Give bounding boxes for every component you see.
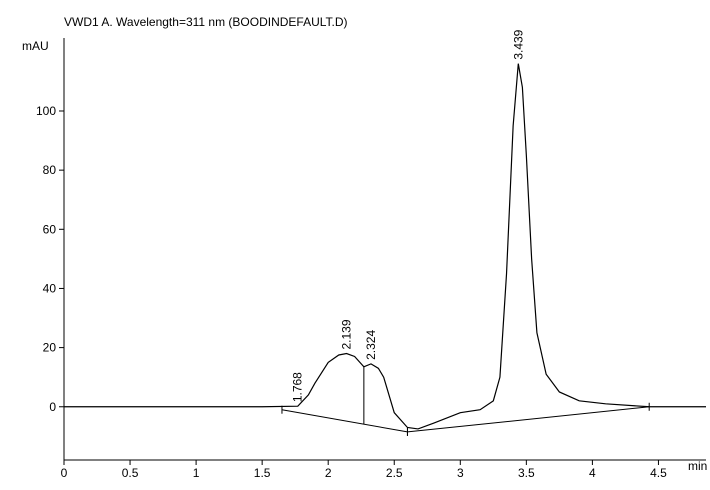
- peak-label: 1.768: [291, 372, 305, 402]
- x-tick-label: 2.5: [386, 466, 403, 480]
- chart-title: VWD1 A. Wavelength=311 nm (BOODINDEFAULT…: [64, 15, 348, 29]
- y-axis-label: mAU: [22, 39, 49, 53]
- y-tick-label: 60: [43, 222, 57, 236]
- x-tick-label: 1.5: [254, 466, 271, 480]
- x-tick-label: 1: [193, 466, 200, 480]
- x-tick-label: 3: [457, 466, 464, 480]
- x-tick-label: 2: [325, 466, 332, 480]
- x-tick-label: 4.5: [650, 466, 667, 480]
- x-tick-label: 3.5: [518, 466, 535, 480]
- y-tick-label: 20: [43, 341, 57, 355]
- y-tick-label: 0: [49, 400, 56, 414]
- x-axis-label: min: [688, 459, 707, 473]
- peak-label: 3.439: [511, 29, 525, 59]
- y-tick-label: 40: [43, 281, 57, 295]
- y-tick-label: 100: [36, 104, 56, 118]
- peak-label: 2.324: [364, 330, 378, 360]
- x-tick-label: 4: [589, 466, 596, 480]
- baseline: [281, 409, 408, 433]
- x-tick-label: 0: [61, 466, 68, 480]
- peak-label: 2.139: [340, 319, 354, 349]
- x-tick-label: 0.5: [122, 466, 139, 480]
- baseline: [407, 406, 650, 433]
- y-tick-label: 80: [43, 163, 57, 177]
- signal-line: [64, 63, 706, 430]
